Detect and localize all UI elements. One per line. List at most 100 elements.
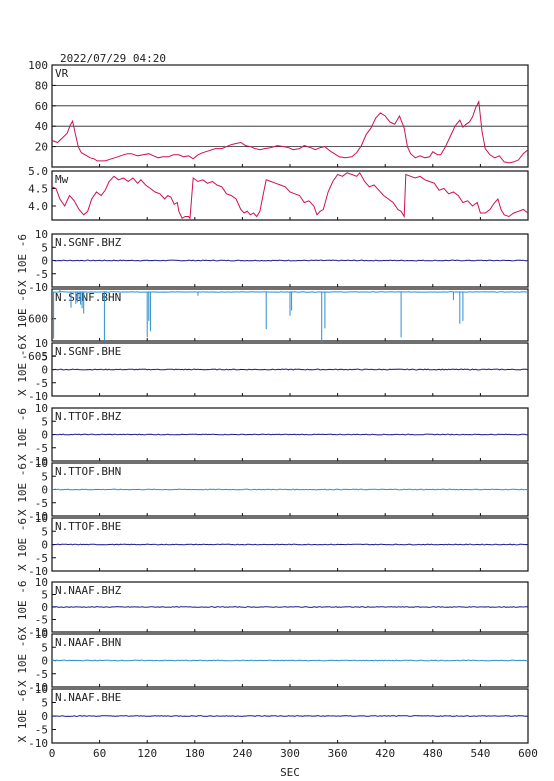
y-tick-label: -10 — [28, 455, 48, 468]
x-tick-label: 120 — [137, 747, 157, 760]
channel-label: Mw — [55, 173, 69, 186]
x-tick-label: 360 — [328, 747, 348, 760]
y-tick-label: 40 — [35, 120, 48, 133]
x-tick-label: 480 — [423, 747, 443, 760]
y-tick-label: -10 — [28, 390, 48, 403]
y-tick-label: -5 — [35, 614, 48, 627]
y-tick-label: -5 — [35, 377, 48, 390]
y-tick-label: 0 — [41, 655, 48, 668]
trace-line-ttof-bhz — [51, 433, 529, 436]
y-tick-label: 4.5 — [28, 183, 48, 196]
y-tick-label: -605 — [22, 350, 49, 363]
y-tick-label: -5 — [35, 268, 48, 281]
x-axis: 0 60 120 180 240 300 360 420 480 540 600 SEC — [49, 747, 538, 779]
y-tick-label: -5 — [35, 552, 48, 565]
y-tick-label: 5 — [41, 697, 48, 710]
x-tick-label: 0 — [49, 747, 56, 760]
y-tick-label: -600 — [22, 313, 49, 326]
trace-line-naaf-bhe — [51, 715, 529, 717]
y-tick-label: 5 — [41, 641, 48, 654]
y-tick-label: 10 — [35, 628, 48, 641]
y-tick-label: 0 — [41, 484, 48, 497]
y-tick-label: -10 — [28, 281, 48, 294]
y-tick-label: -5 — [35, 497, 48, 510]
y-tick-label: 0 — [41, 364, 48, 377]
trace-line-sgnf-bhe — [51, 368, 529, 371]
panel-vr: 20 40 60 80 100 VR — [28, 59, 529, 168]
y-tick-label: -5 — [35, 442, 48, 455]
y-tick-label: -10 — [28, 681, 48, 694]
y-tick-label: 5 — [41, 470, 48, 483]
y-tick-label: 10 — [35, 337, 48, 350]
trace-line-sgnf-bhn — [51, 289, 528, 342]
channel-label: N.TTOF.BHE — [55, 520, 121, 533]
y-tick-label: 5 — [41, 589, 48, 602]
y-axis-label: X 10E -6 — [16, 343, 29, 396]
y-axis-label: X 10E -6 — [16, 581, 29, 634]
y-tick-label: 5 — [41, 350, 48, 363]
x-tick-label: 420 — [375, 747, 395, 760]
panel-frame — [51, 64, 529, 168]
y-tick-label: 80 — [35, 79, 48, 92]
y-tick-label: 20 — [35, 141, 48, 154]
trace-line-ttof-bhn — [51, 488, 529, 491]
y-axis-label: X 10E -6 — [16, 518, 29, 571]
x-tick-label: 540 — [470, 747, 490, 760]
y-tick-label: 5 — [41, 241, 48, 254]
y-tick-label: 10 — [35, 457, 48, 470]
trace-line-naaf-bhz — [51, 606, 529, 608]
y-tick-label: -10 — [28, 510, 48, 523]
x-tick-label: 240 — [232, 747, 252, 760]
y-tick-label: 10 — [35, 576, 48, 589]
y-tick-label: 60 — [35, 100, 48, 113]
y-tick-label: 10 — [35, 228, 48, 241]
y-axis-label: X 10E -6 — [16, 289, 29, 342]
y-tick-label: 5.0 — [28, 165, 48, 178]
x-axis-label: SEC — [280, 766, 300, 779]
y-axis-label: X 10E -6 — [16, 463, 29, 516]
y-tick-label: -10 — [28, 626, 48, 639]
y-axis-label: X 10E -6 — [16, 690, 29, 743]
figure-timestamp: 2022/07/29 04:20 — [60, 52, 166, 65]
y-tick-label: -10 — [28, 565, 48, 578]
y-tick-label: 0 — [41, 255, 48, 268]
y-axis-label: X 10E -6 — [16, 234, 29, 287]
panel-mw: 4.0 4.5 5.0 Mw — [28, 165, 529, 221]
y-tick-label: 10 — [35, 683, 48, 696]
channel-label: VR — [55, 67, 69, 80]
y-tick-label: -5 — [35, 724, 48, 737]
y-tick-label: 0 — [41, 601, 48, 614]
channel-label: N.SGNF.BHN — [55, 291, 121, 304]
trace-line-naaf-bhn — [51, 659, 529, 662]
y-axis-label: X 10E -6 — [16, 634, 29, 687]
y-tick-label: -5 — [35, 668, 48, 681]
y-tick-label: 100 — [28, 59, 48, 72]
y-tick-label: 5 — [41, 525, 48, 538]
x-tick-label: 180 — [185, 747, 205, 760]
channel-label: N.NAAF.BHE — [55, 691, 121, 704]
panel-sgnf-bhn: -600 -605 X 10E -6 N.SGNF.BHN — [16, 288, 529, 363]
y-axis-label: X 10E -6 — [16, 408, 29, 461]
series-line-vr — [51, 100, 529, 164]
y-tick-label: 0 — [41, 429, 48, 442]
channel-label: N.SGNF.BHE — [55, 345, 121, 358]
channel-label: N.NAAF.BHN — [55, 636, 121, 649]
series-line-mw — [51, 171, 529, 220]
y-tick-label: 0 — [41, 710, 48, 723]
y-tick-label: 0 — [41, 539, 48, 552]
channel-label: N.SGNF.BHZ — [55, 236, 122, 249]
y-tick-label: 5 — [41, 415, 48, 428]
y-tick-label: -10 — [28, 737, 48, 750]
x-tick-label: 300 — [280, 747, 300, 760]
channel-label: N.TTOF.BHN — [55, 465, 121, 478]
channel-label: N.NAAF.BHZ — [55, 584, 122, 597]
y-tick-label: 10 — [35, 512, 48, 525]
